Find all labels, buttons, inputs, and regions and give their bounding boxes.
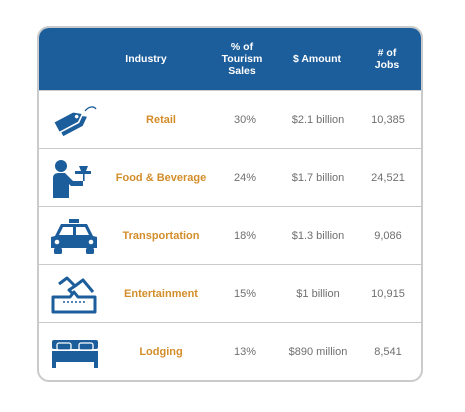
table-row: Food & Beverage 24% $1.7 billion 24,521 bbox=[39, 148, 421, 206]
industry-label: Transportation bbox=[122, 229, 200, 242]
table-row: Entertainment 15% $1 billion 10,915 bbox=[39, 264, 421, 322]
industry-label: Food & Beverage bbox=[115, 171, 207, 184]
amount-value: $890 million bbox=[288, 345, 348, 358]
table-row: Lodging 13% $890 million 8,541 bbox=[39, 322, 421, 380]
ticket-icon bbox=[49, 274, 101, 314]
bed-icon bbox=[49, 332, 101, 372]
amount-value: $1.3 billion bbox=[291, 229, 345, 242]
amount-value: $2.1 billion bbox=[291, 113, 345, 126]
industry-label: Entertainment bbox=[124, 287, 198, 300]
jobs-value: 10,915 bbox=[371, 287, 405, 300]
industry-label: Retail bbox=[146, 113, 176, 126]
jobs-value: 24,521 bbox=[371, 171, 405, 184]
industry-label: Lodging bbox=[139, 345, 183, 358]
table-row: Retail 30% $2.1 billion 10,385 bbox=[39, 90, 421, 148]
pct-value: 24% bbox=[233, 171, 257, 184]
jobs-value: 10,385 bbox=[371, 113, 405, 126]
amount-value: $1.7 billion bbox=[291, 171, 345, 184]
price-tag-icon bbox=[49, 100, 101, 140]
jobs-value: 9,086 bbox=[374, 229, 402, 242]
amount-value: $1 billion bbox=[296, 287, 340, 300]
waiter-icon bbox=[49, 158, 101, 198]
header-amount: $ Amount bbox=[292, 53, 342, 65]
header-jobs: # of Jobs bbox=[374, 47, 400, 71]
pct-value: 30% bbox=[233, 113, 257, 126]
jobs-value: 8,541 bbox=[374, 345, 402, 358]
pct-value: 18% bbox=[233, 229, 257, 242]
pct-value: 15% bbox=[233, 287, 257, 300]
header-pct-tourism-sales: % of Tourism Sales bbox=[221, 41, 263, 77]
table-header: Industry % of Tourism Sales $ Amount # o… bbox=[39, 28, 421, 90]
header-industry: Industry bbox=[125, 53, 167, 65]
taxi-icon bbox=[49, 216, 101, 256]
table-row: Transportation 18% $1.3 billion 9,086 bbox=[39, 206, 421, 264]
tourism-sales-table: Industry % of Tourism Sales $ Amount # o… bbox=[37, 26, 423, 382]
pct-value: 13% bbox=[233, 345, 257, 358]
